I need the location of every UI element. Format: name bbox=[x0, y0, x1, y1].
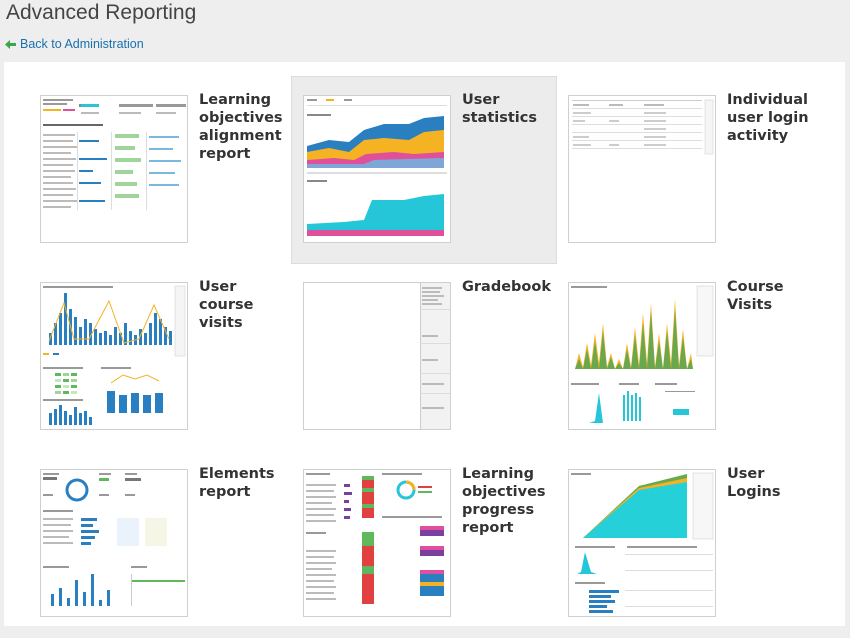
report-card-login-activity[interactable]: Individual user login activity bbox=[556, 76, 822, 264]
user-statistics-thumbnail bbox=[303, 95, 451, 243]
report-card-user-logins[interactable]: User Logins bbox=[556, 450, 822, 638]
back-link-label: Back to Administration bbox=[20, 37, 144, 51]
back-to-administration-link[interactable]: Back to Administration bbox=[5, 37, 144, 51]
course-visits-thumbnail bbox=[568, 282, 716, 430]
report-label: User statistics bbox=[462, 92, 538, 126]
report-label: Gradebook bbox=[462, 279, 551, 295]
report-label: Course Visits bbox=[727, 279, 784, 313]
report-label: Learning objectives progress report bbox=[462, 466, 546, 536]
login-activity-thumbnail bbox=[568, 95, 716, 243]
reports-panel: Learning objectives alignment report Use… bbox=[4, 62, 845, 626]
report-label: User Logins bbox=[727, 466, 781, 500]
report-label: Elements report bbox=[199, 466, 275, 500]
report-card-objectives-alignment[interactable]: Learning objectives alignment report bbox=[28, 76, 294, 264]
course-visits-chart-thumbnail bbox=[40, 282, 188, 430]
user-logins-thumbnail bbox=[568, 469, 716, 617]
elements-report-thumbnail bbox=[40, 469, 188, 617]
report-label: User course visits bbox=[199, 279, 254, 331]
report-label: Learning objectives alignment report bbox=[199, 92, 283, 162]
objectives-alignment-thumbnail bbox=[40, 95, 188, 243]
report-card-course-visits[interactable]: Course Visits bbox=[556, 263, 822, 451]
report-card-user-statistics[interactable]: User statistics bbox=[291, 76, 557, 264]
report-card-objectives-progress[interactable]: Learning objectives progress report bbox=[291, 450, 557, 638]
gradebook-thumbnail bbox=[303, 282, 451, 430]
page-title: Advanced Reporting bbox=[6, 1, 197, 24]
report-card-gradebook[interactable]: Gradebook bbox=[291, 263, 557, 451]
report-card-user-course-visits[interactable]: User course visits bbox=[28, 263, 294, 451]
report-card-elements-report[interactable]: Elements report bbox=[28, 450, 294, 638]
back-arrow-icon bbox=[5, 39, 16, 49]
report-label: Individual user login activity bbox=[727, 92, 809, 144]
objectives-progress-thumbnail bbox=[303, 469, 451, 617]
